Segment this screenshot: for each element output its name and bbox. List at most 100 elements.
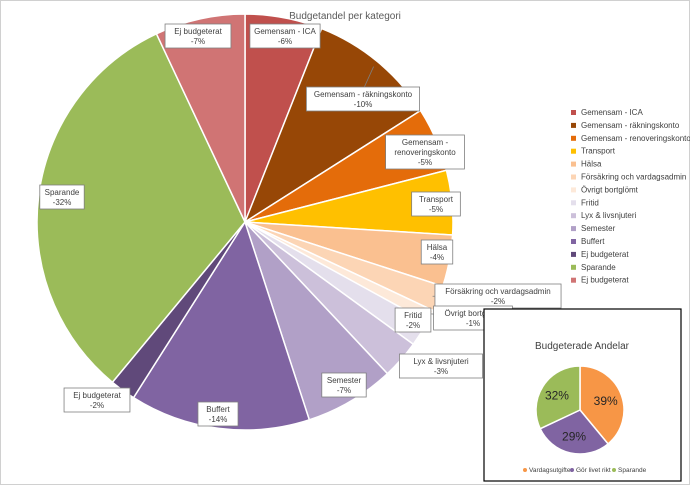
main-legend-item-buffert-10: Buffert	[571, 237, 605, 246]
main-legend-swatch-13	[571, 277, 576, 283]
main-legend-label-4: Hälsa	[581, 160, 602, 169]
main-legend-swatch-12	[571, 264, 576, 270]
main-legend-item-forsakring-och-vardagsadmin-5: Försäkring och vardagsadmin	[571, 173, 686, 182]
main-legend-swatch-11	[571, 251, 576, 257]
main-data-label-semester-9: Semester-7%	[321, 372, 367, 398]
inset-legend-swatch-2	[612, 468, 616, 472]
main-legend-item-ej-budgeterat-13: Ej budgeterat	[571, 276, 629, 285]
inset-slice-sparande-2	[535, 365, 581, 430]
inset-data-label-vardagsutgifter: 39%	[594, 394, 618, 408]
main-leader-line-1	[362, 66, 374, 91]
main-data-label-sparande-12: Sparande-32%	[39, 184, 85, 210]
main-legend-label-9: Semester	[581, 224, 616, 233]
main-data-label-value-13: -7%	[191, 37, 205, 46]
main-data-label-value-8: -3%	[434, 367, 448, 376]
main-data-label-name-10: Buffert	[206, 405, 230, 414]
main-data-label-name-1: Gemensam - räkningskonto	[314, 90, 413, 99]
inset-legend-item-sparande: Sparande	[612, 467, 647, 474]
main-legend-label-7: Fritid	[581, 198, 599, 207]
main-legend-swatch-10	[571, 239, 576, 244]
inset-legend-item-vardagsutgifter: Vardagsutgifter	[523, 467, 573, 474]
main-legend-item-gemensam-rakningskonto-1: Gemensam - räkningskonto	[571, 121, 680, 130]
main-data-label-transport-3: Transport-5%	[411, 191, 461, 217]
main-slice-sparande-12	[36, 32, 246, 384]
main-legend-swatch-7	[571, 200, 576, 206]
main-data-label-box-9	[321, 372, 367, 398]
inset-data-label-sparande: 32%	[545, 388, 569, 402]
main-legend-swatch-8	[571, 213, 576, 219]
main-data-label-gemensam-rakningskonto-1: Gemensam - räkningskonto-10%	[305, 66, 420, 112]
inset-legend: Vardagsutgifter Gör livet rikt Sparande	[523, 467, 647, 474]
main-data-label-box-2	[385, 134, 465, 170]
main-data-label-name-6: Övrigt bortglömt	[445, 309, 503, 318]
main-legend-label-2: Gemensam - renoveringskonto	[581, 134, 690, 143]
main-legend-label-8: Lyx & livsnjuteri	[581, 211, 637, 220]
main-legend-label-11: Ej budgeterat	[581, 250, 629, 259]
main-legend-label-10: Buffert	[581, 237, 605, 246]
main-legend-label-3: Transport	[581, 147, 616, 156]
main-slice-ej-budgeterat-13	[155, 13, 246, 223]
main-legend-item-semester-9: Semester	[571, 224, 616, 233]
main-data-label-box-5	[434, 283, 562, 309]
main-data-label-buffert-10: Buffert-14%	[197, 401, 239, 427]
chart-title: Budgetandel per kategori	[289, 11, 401, 22]
inset-legend-swatch-1	[570, 468, 574, 472]
main-legend-swatch-9	[571, 226, 576, 232]
main-data-label-box-12	[39, 184, 85, 210]
main-legend: Gemensam - ICA Gemensam - räkningskonto Ge…	[571, 108, 690, 285]
main-legend-swatch-0	[571, 110, 576, 115]
main-legend-label-12: Sparande	[581, 263, 616, 272]
main-data-label-box-7	[394, 307, 432, 333]
main-data-label-box-4	[420, 239, 454, 265]
main-data-label-box-3	[411, 191, 461, 217]
main-data-label-box-0	[249, 23, 321, 49]
main-data-label-lyx-and-livsnjuteri-8: Lyx & livsnjuteri-3%	[399, 353, 483, 379]
main-data-label-value-7: -2%	[406, 321, 420, 330]
main-legend-swatch-5	[571, 174, 576, 180]
main-data-label-name-7: Fritid	[404, 311, 422, 320]
main-data-label-gemensam-ica-0: Gemensam - ICA-6%	[249, 23, 321, 49]
main-legend-item-sparande-12: Sparande	[571, 263, 616, 272]
main-legend-item-ovrigt-bortglomt-6: Övrigt bortglömt	[571, 185, 639, 194]
main-data-label-name-9: Semester	[327, 376, 362, 385]
inset-data-labels: 39% 29% 32%	[545, 388, 618, 443]
main-legend-item-gemensam-renoveringskonto-2: Gemensam - renoveringskonto	[571, 134, 690, 143]
main-legend-item-ej-budgeterat-11: Ej budgeterat	[571, 250, 629, 259]
main-pie	[36, 13, 454, 431]
main-data-label-name-8: Lyx & livsnjuteri	[413, 357, 469, 366]
main-data-label-name-3: Transport	[419, 195, 454, 204]
main-data-label-forsakring-och-vardagsadmin-5: Försäkring och vardagsadmin-2%	[432, 283, 562, 309]
main-legend-label-0: Gemensam - ICA	[581, 108, 643, 117]
main-legend-item-gemensam-ica-0: Gemensam - ICA	[571, 108, 643, 117]
main-data-label-box-11	[63, 387, 131, 413]
inset-chart-title: Budgeterade Andelar	[535, 341, 630, 352]
main-data-label-name-5: Försäkring och vardagsadmin	[445, 287, 550, 296]
main-data-label-name-12: Sparande	[45, 188, 80, 197]
main-data-label-value-9: -7%	[337, 386, 351, 395]
main-legend-swatch-4	[571, 161, 576, 167]
main-legend-item-fritid-7: Fritid	[571, 198, 599, 207]
main-legend-label-5: Försäkring och vardagsadmin	[581, 173, 686, 182]
main-data-label-ej-budgeterat-13: Ej budgeterat-7%	[164, 23, 232, 49]
inset-legend-label-1: Gör livet rikt	[576, 467, 611, 474]
main-data-label-value-4: -4%	[430, 253, 444, 262]
inset-legend-swatch-0	[523, 468, 527, 472]
main-data-label-value-3: -5%	[429, 205, 443, 214]
main-data-label-box-8	[399, 353, 483, 379]
main-legend-item-transport-3: Transport	[571, 147, 616, 156]
main-legend-label-13: Ej budgeterat	[581, 276, 629, 285]
main-legend-label-6: Övrigt bortglömt	[581, 185, 639, 194]
main-legend-item-halsa-4: Hälsa	[571, 160, 602, 169]
main-data-label-name-11: Ej budgeterat	[73, 391, 121, 400]
main-data-label-value-12: -32%	[53, 198, 72, 207]
main-data-label-gemensam-renoveringskonto-2: Gemensam -renoveringskonto-5%	[385, 134, 465, 170]
inset-data-label-gor-livet-rikt: 29%	[562, 430, 586, 444]
main-data-label-value-6: -1%	[466, 319, 480, 328]
inset-legend-item-gor-livet-rikt: Gör livet rikt	[570, 467, 611, 474]
main-legend-swatch-3	[571, 148, 576, 154]
main-data-label-value-1: -10%	[354, 100, 373, 109]
main-data-label-box-1	[305, 86, 420, 112]
main-legend-label-1: Gemensam - räkningskonto	[581, 121, 680, 130]
inset-chart: Budgeterade Andelar 39% 29% 32% Vardagsutg…	[483, 308, 682, 482]
